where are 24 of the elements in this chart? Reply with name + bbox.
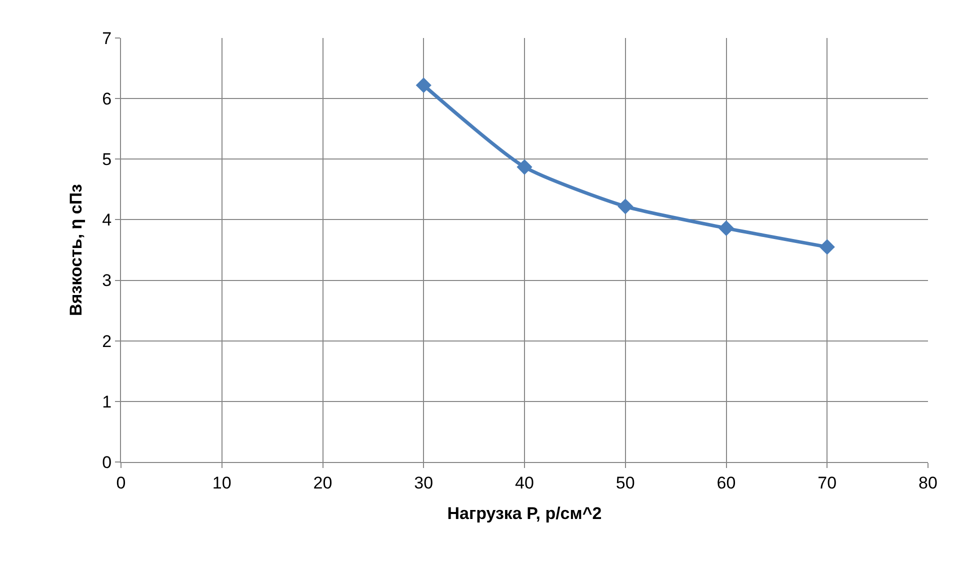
x-tick-label: 0: [116, 473, 126, 492]
y-axis-title: Вязкость, η сПз: [66, 184, 86, 316]
y-tick-label: 0: [102, 452, 112, 472]
x-tick-label: 40: [515, 473, 534, 492]
x-tick-label: 70: [818, 473, 837, 492]
x-axis-title: Нагрузка P, р/см^2: [447, 504, 602, 523]
y-tick-label: 3: [102, 271, 112, 290]
y-tick-label: 6: [102, 90, 112, 109]
x-tick-label: 30: [414, 473, 434, 492]
point: [718, 220, 734, 236]
x-tick-label: 10: [212, 473, 232, 492]
x-tick-label: 80: [918, 473, 938, 492]
x-tick-label: 20: [313, 473, 332, 492]
point: [819, 239, 835, 255]
x-tick-label: 50: [616, 473, 635, 492]
x-tick-label: 60: [716, 473, 736, 492]
y-tick-label: 1: [102, 392, 112, 412]
y-tick-label: 7: [102, 28, 112, 48]
point: [416, 77, 432, 94]
y-tick-label: 4: [102, 210, 112, 230]
y-tick-label: 5: [102, 150, 112, 170]
point: [516, 159, 532, 175]
point: [618, 198, 634, 214]
y-tick-label: 2: [102, 332, 112, 351]
